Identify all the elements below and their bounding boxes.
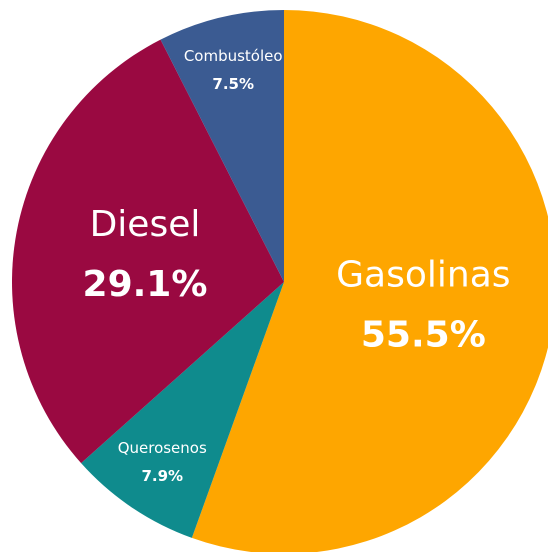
pie-slice <box>191 10 548 552</box>
slice-label: Combustóleo <box>184 47 283 65</box>
pie-slice <box>11 39 284 464</box>
slice-label: Gasolinas <box>336 254 510 295</box>
pie-slice <box>160 10 284 282</box>
slice-value: 7.9% <box>141 467 183 485</box>
slice-value: 55.5% <box>361 314 486 355</box>
slice-label: Querosenos <box>118 439 207 457</box>
pie-slice <box>81 282 285 538</box>
slice-value: 29.1% <box>83 264 208 305</box>
slice-value: 7.5% <box>212 75 254 93</box>
slice-label: Diesel <box>90 204 201 245</box>
